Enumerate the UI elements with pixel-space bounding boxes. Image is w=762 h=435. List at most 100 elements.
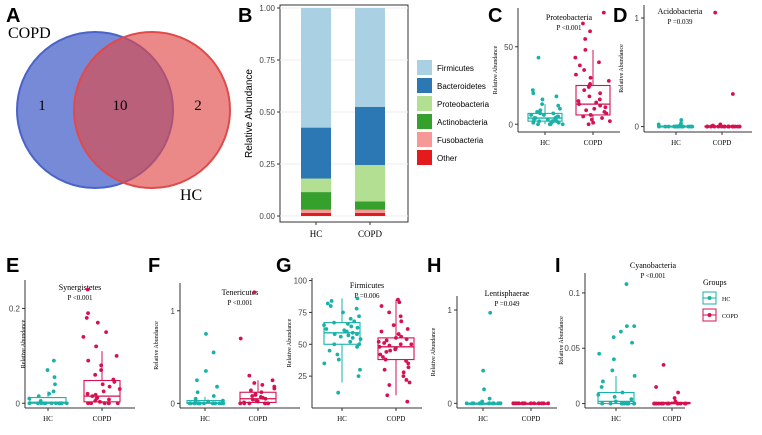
legend-title: Groups bbox=[703, 278, 727, 287]
legend-swatch-firmicutes bbox=[417, 60, 432, 75]
data-point-hc bbox=[195, 390, 200, 395]
data-point-copd bbox=[705, 124, 710, 129]
p-value: P =0.049 bbox=[494, 300, 520, 308]
data-point-hc bbox=[59, 401, 64, 406]
data-point-copd bbox=[405, 327, 410, 331]
plot-frame bbox=[279, 4, 409, 223]
x-tick-label: HC bbox=[310, 229, 323, 239]
p-value: P <0.001 bbox=[556, 24, 582, 32]
data-point-copd bbox=[730, 92, 735, 96]
data-point-hc bbox=[597, 351, 602, 356]
y-axis-label: Relative Abundance bbox=[619, 44, 625, 93]
data-point-hc bbox=[538, 108, 543, 113]
bar-segment-copd-fusobacteria bbox=[355, 209, 385, 213]
panel-letter-h: H bbox=[427, 255, 441, 277]
data-point-copd bbox=[253, 392, 258, 397]
data-point-copd bbox=[259, 390, 264, 395]
data-point-copd bbox=[259, 394, 263, 399]
y-tick-label: 1 bbox=[635, 14, 640, 23]
data-point-copd bbox=[396, 297, 400, 302]
data-point-copd bbox=[263, 401, 267, 406]
data-point-copd bbox=[678, 401, 683, 406]
bar-segment-hc-firmicutes bbox=[301, 8, 331, 128]
data-point-hc bbox=[619, 329, 623, 334]
data-point-copd bbox=[600, 116, 604, 120]
data-point-copd bbox=[101, 389, 106, 394]
p-value: P <0.001 bbox=[227, 299, 253, 307]
y-tick-label: 0 bbox=[635, 123, 640, 132]
data-point-hc bbox=[221, 398, 225, 403]
data-point-copd bbox=[382, 341, 387, 345]
x-tick-label: COPD bbox=[713, 139, 732, 147]
data-point-copd bbox=[84, 316, 89, 320]
data-point-copd bbox=[95, 320, 100, 325]
data-point-hc bbox=[327, 348, 332, 353]
data-point-copd bbox=[388, 348, 393, 353]
data-point-hc bbox=[357, 314, 361, 319]
data-point-copd bbox=[387, 310, 392, 315]
legend-swatch-bacteroidetes bbox=[417, 78, 432, 93]
panel-c-boxplot: C 0 50 Relative Abundance Proteobacteria P <0… bbox=[488, 5, 620, 147]
venn-count-hc-only: 2 bbox=[194, 98, 202, 114]
data-point-hc bbox=[338, 334, 343, 339]
data-point-copd bbox=[252, 381, 257, 385]
data-point-copd bbox=[597, 97, 602, 102]
x-tick-label: HC bbox=[540, 139, 550, 147]
data-point-copd bbox=[574, 72, 578, 77]
data-point-copd bbox=[104, 330, 109, 335]
box-hc bbox=[29, 397, 67, 404]
y-tick-label: 0 bbox=[448, 399, 453, 408]
data-point-hc bbox=[487, 396, 492, 401]
data-point-hc bbox=[348, 339, 353, 344]
data-point-copd bbox=[86, 401, 90, 406]
panel-title: Firmicutes bbox=[350, 281, 384, 290]
panel-f-boxplot: F 0 1 Relative Abundance Tenericutes P <0.001… bbox=[148, 255, 300, 423]
data-point-hc bbox=[329, 299, 334, 303]
data-point-hc bbox=[49, 401, 54, 406]
venn-label-copd: COPD bbox=[8, 25, 51, 42]
y-tick-label: 25 bbox=[298, 372, 307, 381]
data-point-hc bbox=[624, 282, 629, 286]
data-point-copd bbox=[254, 398, 259, 403]
y-tick-label: 1 bbox=[448, 306, 453, 315]
data-point-copd bbox=[722, 124, 727, 129]
y-tick-label: 0.1 bbox=[569, 289, 581, 298]
data-point-copd bbox=[594, 100, 599, 105]
data-point-copd bbox=[546, 401, 551, 406]
venn-count-shared: 10 bbox=[113, 98, 128, 114]
panel-g-boxplot: G 25 50 75 100 Relative Abundance Firmicutes P … bbox=[276, 255, 422, 423]
data-point-hc bbox=[538, 111, 543, 116]
data-point-copd bbox=[85, 391, 90, 396]
data-point-copd bbox=[379, 304, 384, 308]
x-tick-label: HC bbox=[611, 415, 621, 423]
data-point-hc bbox=[217, 401, 222, 406]
x-tick-label: HC bbox=[478, 415, 488, 423]
data-point-hc bbox=[625, 401, 630, 406]
data-point-copd bbox=[398, 342, 403, 347]
data-point-hc bbox=[47, 391, 51, 396]
x-tick-label: COPD bbox=[522, 415, 541, 423]
data-point-copd bbox=[405, 399, 410, 404]
bar-segment-copd-actinobacteria bbox=[355, 201, 385, 210]
data-point-copd bbox=[726, 124, 731, 129]
data-point-hc bbox=[322, 361, 327, 366]
data-point-copd bbox=[710, 123, 715, 128]
data-point-copd bbox=[607, 119, 612, 124]
x-tick-label: COPD bbox=[663, 415, 682, 423]
data-point-copd bbox=[683, 401, 688, 406]
data-point-hc bbox=[537, 119, 542, 124]
data-point-copd bbox=[99, 363, 104, 368]
data-point-copd bbox=[260, 382, 265, 387]
panel-i-boxplot: I 0 0.05 0.1 Relative Abundance Cyanobacteria… bbox=[555, 255, 691, 423]
data-point-hc bbox=[350, 336, 355, 340]
data-point-copd bbox=[107, 397, 111, 402]
legend-swatch-other bbox=[417, 150, 432, 165]
data-point-hc bbox=[542, 113, 546, 117]
data-point-hc bbox=[611, 335, 616, 340]
y-tick-label: 50 bbox=[504, 43, 513, 52]
data-point-hc bbox=[211, 394, 216, 398]
data-point-copd bbox=[511, 401, 516, 406]
data-point-hc bbox=[545, 117, 550, 122]
y-tick-label: 1 bbox=[171, 307, 176, 316]
